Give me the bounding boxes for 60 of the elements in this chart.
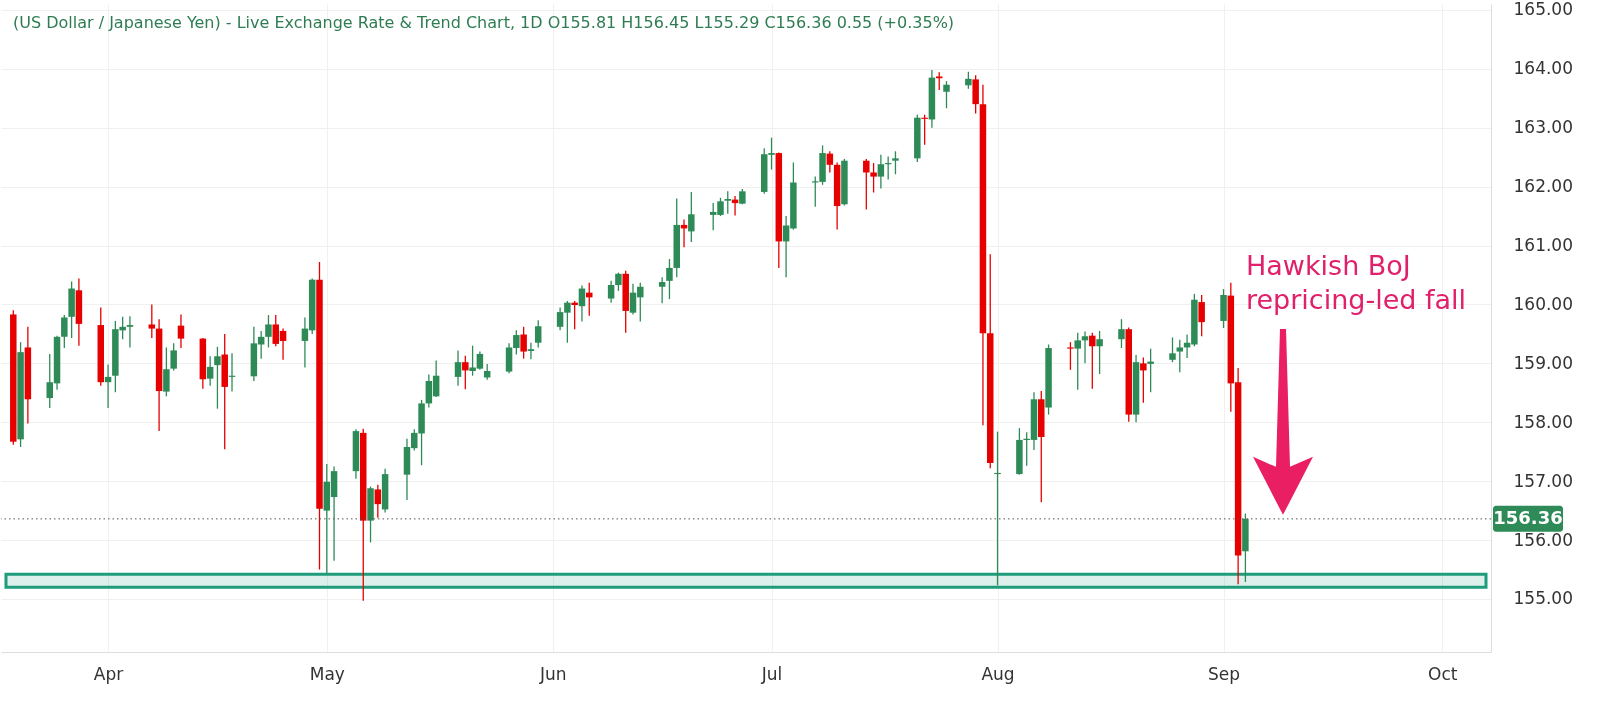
candlestick [658,276,666,304]
x-tick-label: Aug [981,663,1015,684]
y-tick-label: 157.00 [1513,470,1573,491]
candlestick [534,319,542,349]
candlestick [1140,356,1147,404]
y-tick-label: 159.00 [1513,352,1573,373]
candlestick [666,258,673,300]
candlestick [877,154,885,190]
annotation: Hawkish BoJ repricing-led fall [1246,250,1467,315]
candlestick [863,158,870,211]
y-tick-label: 162.00 [1513,176,1573,197]
candlestick [943,80,950,109]
x-tick-label: Oct [1428,663,1458,684]
candlestick [265,314,272,349]
x-tick-label: Sep [1208,663,1241,684]
candlestick [1176,339,1184,373]
candlestick [1118,318,1125,349]
candlestick [1096,330,1103,375]
candlestick [214,346,221,410]
y-tick-label: 163.00 [1513,117,1573,138]
candlestick [177,313,185,349]
candlestick [454,349,462,387]
x-tick-label: Jun [539,663,567,684]
candlestick [892,150,899,175]
y-tick-label: 155.00 [1513,588,1573,609]
text: (US Dollar / Japanese Yen) - Live Exchange Rate & Trend Chart, 1D O155.81 H156.45 L155.29 C156.36 0.55 (+0.35%) [13,12,955,32]
candlestick [1198,294,1205,337]
candlestick [520,326,527,360]
candlestick [571,300,578,330]
y-tick-label: 164.00 [1513,58,1573,79]
y-tick-label: 160.00 [1513,293,1573,314]
candlestick [61,314,68,349]
candlestick [1067,341,1074,371]
candlestick [1147,347,1154,393]
x-tick-label: Apr [93,663,124,684]
y-tick-label: 165.00 [1513,0,1573,20]
candlestick [374,484,382,519]
x-tick-label: May [309,663,345,684]
candlestick [586,281,593,317]
candlestick [170,342,177,372]
ref-line-label: 156.36 [1493,506,1563,528]
candlestick [462,355,469,390]
candlestick [607,280,615,304]
candlestick [163,346,170,397]
candlestick [870,162,877,194]
candlestick [527,342,535,360]
candlestick [1089,332,1096,390]
candlestick [826,150,834,174]
y-tick-label: 158.00 [1513,411,1573,432]
y-tick-label: 161.00 [1513,235,1573,256]
candlestick [688,191,695,243]
candlestick [206,355,214,387]
candlestick [1074,332,1081,391]
x-tick-label: Jul [760,663,783,684]
candlestick [126,315,134,349]
candlestick [148,303,156,339]
candlestick [1169,336,1176,363]
candlestick [615,271,622,292]
y-tick-label: 156.00 [1513,529,1573,550]
candlestick [724,190,732,215]
